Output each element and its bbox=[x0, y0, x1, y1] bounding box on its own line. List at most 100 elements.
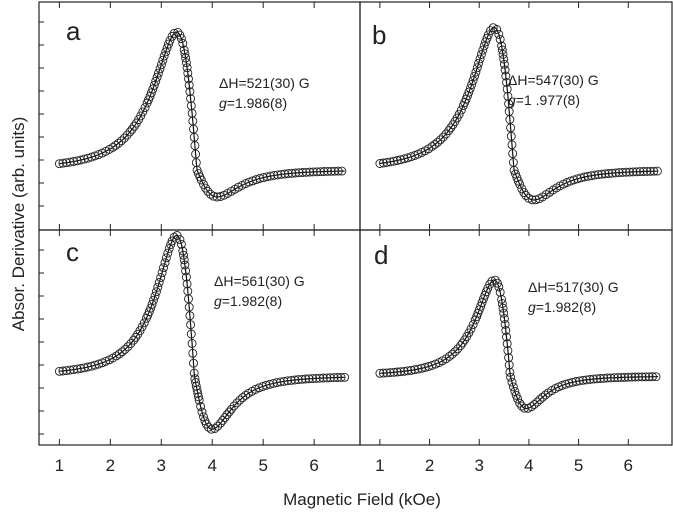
data-point bbox=[126, 339, 136, 349]
data-point bbox=[618, 167, 628, 177]
data-point bbox=[160, 258, 170, 268]
data-point bbox=[506, 123, 516, 133]
data-point bbox=[54, 366, 64, 376]
data-point bbox=[213, 421, 223, 431]
data-point bbox=[149, 80, 159, 90]
data-point bbox=[120, 344, 130, 354]
data-point bbox=[139, 318, 149, 328]
data-point bbox=[79, 363, 89, 373]
data-point bbox=[226, 404, 236, 414]
data-point bbox=[494, 282, 504, 292]
data-point bbox=[169, 28, 179, 38]
data-point bbox=[69, 365, 79, 375]
data-point bbox=[222, 410, 232, 420]
data-point bbox=[502, 339, 512, 349]
data-point bbox=[340, 372, 350, 382]
data-point bbox=[495, 287, 505, 297]
data-point bbox=[465, 83, 475, 93]
data-point bbox=[501, 326, 511, 335]
data-point bbox=[283, 376, 293, 386]
panel-letter: d bbox=[374, 240, 388, 270]
data-point bbox=[609, 373, 619, 383]
panel-frame bbox=[38, 229, 361, 446]
x-axis-title: Magnetic Field (kOe) bbox=[283, 490, 441, 509]
x-tick-label: 4 bbox=[524, 456, 533, 475]
data-point bbox=[475, 54, 485, 64]
data-point bbox=[378, 158, 388, 168]
data-point bbox=[189, 358, 198, 368]
data-point bbox=[262, 172, 272, 182]
data-point bbox=[578, 375, 588, 385]
data-point bbox=[492, 278, 502, 288]
data-point bbox=[155, 64, 165, 74]
data-point bbox=[623, 372, 633, 382]
fit-line bbox=[59, 31, 345, 198]
data-point bbox=[468, 76, 478, 85]
data-point bbox=[441, 129, 451, 139]
data-point bbox=[76, 155, 86, 165]
data-point bbox=[635, 167, 645, 177]
data-point bbox=[529, 400, 539, 409]
data-point bbox=[396, 155, 406, 165]
data-point bbox=[444, 351, 454, 361]
data-point bbox=[595, 374, 605, 383]
data-point bbox=[579, 172, 589, 182]
data-point bbox=[642, 166, 652, 176]
data-point bbox=[521, 191, 531, 200]
data-point bbox=[519, 188, 529, 198]
data-point bbox=[450, 347, 460, 357]
data-point bbox=[329, 373, 339, 383]
data-point bbox=[501, 71, 511, 81]
data-point bbox=[319, 167, 329, 176]
data-point bbox=[600, 169, 610, 179]
data-point bbox=[191, 381, 201, 391]
data-point bbox=[229, 401, 239, 411]
data-point bbox=[378, 368, 388, 378]
data-point bbox=[476, 50, 486, 59]
panel-letter: c bbox=[66, 237, 79, 267]
panel-a: a ΔH=521(30) G g=1.986(8) bbox=[38, 1, 361, 231]
data-point bbox=[606, 373, 616, 383]
data-point bbox=[470, 71, 479, 81]
data-point bbox=[336, 372, 346, 382]
data-point bbox=[499, 308, 509, 318]
data-point bbox=[540, 390, 550, 400]
data-point bbox=[630, 372, 640, 382]
data-point bbox=[146, 303, 156, 313]
fit-line bbox=[379, 279, 659, 410]
data-point bbox=[413, 364, 423, 374]
data-point bbox=[322, 373, 332, 383]
data-point bbox=[54, 159, 64, 169]
data-point bbox=[614, 168, 624, 178]
x-tick-label: 2 bbox=[425, 456, 434, 475]
data-point bbox=[586, 171, 596, 181]
data-point bbox=[444, 126, 454, 136]
data-point bbox=[503, 346, 513, 356]
data-point bbox=[502, 332, 511, 342]
g-factor-annotation: g=1.986(8) bbox=[219, 95, 287, 111]
data-point bbox=[298, 168, 308, 177]
x-tick-label: 6 bbox=[309, 456, 318, 475]
data-point bbox=[564, 378, 574, 388]
data-point bbox=[235, 395, 245, 405]
data-point bbox=[114, 138, 124, 148]
data-point bbox=[149, 295, 158, 305]
data-point bbox=[599, 373, 609, 383]
data-point bbox=[406, 365, 416, 375]
data-point bbox=[301, 374, 310, 384]
data-point bbox=[382, 368, 392, 378]
data-point bbox=[583, 171, 593, 181]
data-point bbox=[472, 63, 482, 73]
data-point bbox=[468, 320, 478, 330]
data-point bbox=[389, 156, 399, 166]
data-point bbox=[191, 149, 201, 159]
data-point bbox=[527, 402, 536, 412]
data-point bbox=[513, 394, 523, 404]
data-point bbox=[201, 419, 211, 429]
data-point bbox=[375, 159, 385, 168]
data-point bbox=[504, 353, 514, 363]
data-point bbox=[158, 55, 168, 65]
data-point bbox=[279, 376, 289, 386]
data-point bbox=[294, 168, 304, 178]
data-point bbox=[165, 36, 175, 46]
